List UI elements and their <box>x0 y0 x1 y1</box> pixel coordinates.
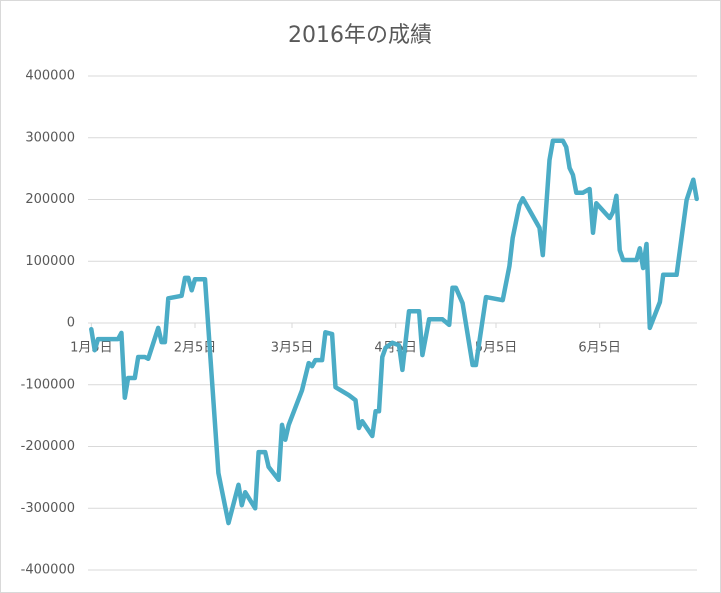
data-line <box>89 138 699 526</box>
y-tick-label: 200000 <box>25 192 75 207</box>
y-tick-label: -300000 <box>21 501 75 516</box>
chart-title: 2016年の成績 <box>288 23 432 48</box>
y-tick-label: -400000 <box>21 563 75 578</box>
y-tick-label: 300000 <box>25 130 75 145</box>
y-tick-label: 100000 <box>25 254 75 269</box>
y-tick-label: -200000 <box>21 439 75 454</box>
x-tick-label: 1月5日 <box>70 341 113 356</box>
y-tick-label: -100000 <box>21 377 75 392</box>
y-tick-label: 400000 <box>25 69 75 84</box>
x-tick-label: 2月5日 <box>174 341 217 356</box>
x-tick-label: 3月5日 <box>271 341 314 356</box>
x-tick-label: 5月5日 <box>475 341 518 356</box>
y-tick-label: 0 <box>67 316 75 331</box>
x-tick-label: 6月5日 <box>578 341 621 356</box>
